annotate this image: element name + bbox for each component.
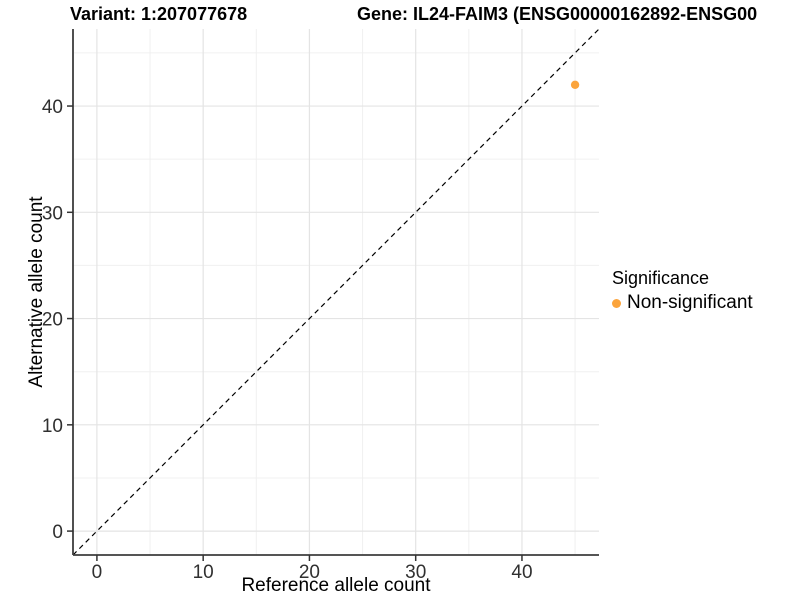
legend-entry: Non-significant bbox=[612, 292, 753, 314]
y-tick-label: 30 bbox=[42, 203, 63, 224]
y-tick-label: 10 bbox=[42, 416, 63, 437]
x-axis-label: Reference allele count bbox=[241, 575, 431, 596]
x-tick-label: 20 bbox=[299, 562, 320, 583]
variant-title: Variant: 1:207077678 bbox=[70, 4, 248, 24]
data-point bbox=[570, 80, 580, 89]
point-swatch-icon bbox=[612, 298, 621, 308]
legend-title: Significance bbox=[612, 268, 710, 288]
x-tick-label: 40 bbox=[511, 562, 532, 583]
legend: Significance Non-significant bbox=[612, 268, 753, 314]
gene-title: Gene: IL24-FAIM3 (ENSG00000162892-ENSG00 bbox=[357, 4, 758, 24]
y-tick-label: 0 bbox=[52, 522, 63, 543]
x-tick-label: 10 bbox=[193, 562, 214, 583]
identity-line bbox=[72, 28, 600, 556]
y-tick-label: 40 bbox=[42, 97, 63, 118]
legend-entry-label: Non-significant bbox=[627, 292, 753, 313]
y-axis-label: Alternative allele count bbox=[26, 196, 47, 388]
y-tick-label: 20 bbox=[42, 310, 63, 331]
x-tick-label: 0 bbox=[92, 562, 103, 583]
x-tick-label: 30 bbox=[405, 562, 426, 583]
